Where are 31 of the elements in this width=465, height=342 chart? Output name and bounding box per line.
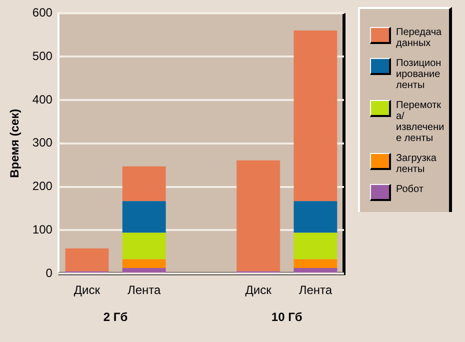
legend-label: Позиционирование ленты	[396, 58, 442, 91]
text: 10 Гб	[271, 310, 302, 324]
bar	[122, 166, 166, 202]
x-tick-label: Лента	[127, 283, 162, 298]
bar	[122, 268, 166, 273]
x-tick-label: Лента	[298, 283, 332, 298]
bar	[65, 248, 109, 272]
y-tick-label: 200	[32, 179, 53, 194]
y-tick-label: 100	[32, 222, 53, 237]
bar	[122, 201, 166, 233]
x-tick-label: Диск	[245, 283, 272, 298]
bar	[294, 30, 338, 202]
bar	[294, 259, 338, 268]
bar	[294, 201, 338, 233]
y-tick-label: 0	[46, 266, 53, 280]
legend-label: Передача данных	[396, 27, 443, 49]
bar	[294, 268, 338, 273]
y-tick-label: 600	[32, 6, 53, 20]
legend-label: Загрузка ленты	[396, 153, 438, 175]
text: 2 Гб	[103, 310, 128, 324]
legend-label: Перемотка/извлечение ленты	[396, 100, 445, 144]
bar	[122, 232, 166, 260]
y-tick-label: 500	[32, 48, 53, 63]
y-tick-label: 400	[32, 92, 53, 106]
x-tick-label: Диск	[74, 283, 101, 298]
y-axis-title: Время (сек)	[8, 108, 22, 178]
legend-label: Робот	[396, 184, 424, 195]
y-tick-label: 300	[32, 136, 53, 150]
bar	[236, 160, 280, 272]
bar	[294, 232, 338, 260]
bar	[122, 259, 166, 268]
